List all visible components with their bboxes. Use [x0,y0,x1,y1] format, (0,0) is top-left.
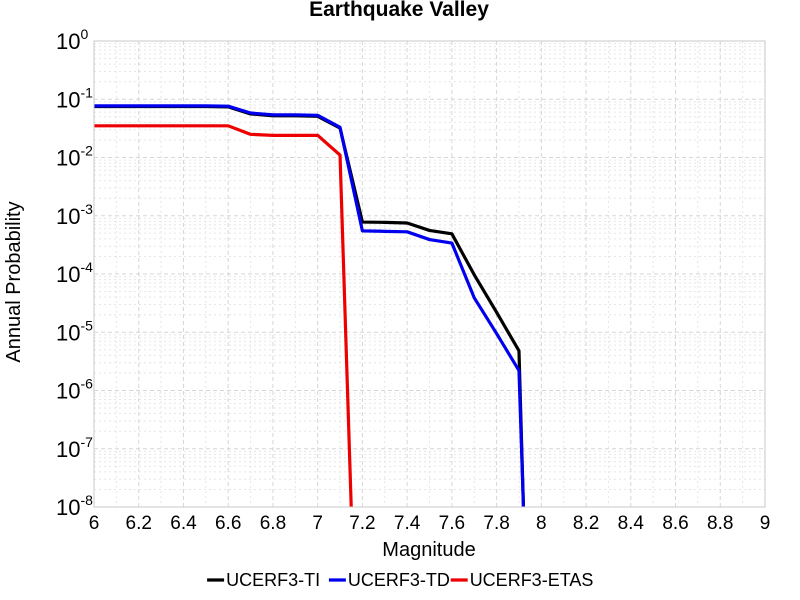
x-tick-label: 6 [89,513,100,534]
chart-title: Earthquake Valley [309,0,489,21]
y-tick-label: 10-3 [56,201,93,229]
x-tick-label: 7.8 [483,513,509,534]
y-tick-base: 10 [56,437,80,462]
y-tick-label: 100 [56,26,88,54]
y-tick-label: 10-6 [56,376,93,404]
y-tick-label: 10-5 [56,317,93,345]
y-tick-exponent: -4 [80,259,93,275]
legend-label: UCERF3-TI [226,570,320,590]
series-line-ucerf3-etas [94,124,353,508]
plot-border [93,40,766,508]
y-tick-base: 10 [56,495,80,520]
x-tick-label: 6.2 [126,513,152,534]
y-tick-base: 10 [56,204,80,229]
y-tick-base: 10 [56,379,80,404]
plot-area [94,41,765,507]
y-tick-label: 10-7 [56,434,93,462]
series-lines [94,104,526,508]
y-tick-base: 10 [56,262,80,287]
y-tick-label: 10-2 [56,143,93,171]
y-tick-exponent: -7 [80,434,93,450]
x-tick-label: 7.6 [439,513,465,534]
legend: UCERF3-TI UCERF3-TD UCERF3-ETAS [207,570,593,590]
y-tick-exponent: -6 [80,376,93,392]
y-tick-exponent: -3 [80,201,93,217]
x-tick-label: 8.4 [618,513,645,534]
y-tick-base: 10 [56,87,80,112]
x-tick-label: 7.2 [349,513,375,534]
y-tick-exponent: -5 [80,317,93,333]
x-tick-label: 7.4 [394,513,421,534]
y-tick-exponent: 0 [80,26,88,42]
legend-label: UCERF3-ETAS [470,570,594,590]
x-tick-label: 8.8 [707,513,733,534]
y-tick-base: 10 [56,29,80,54]
x-tick-label: 8.2 [573,513,599,534]
x-tick-label: 6.6 [215,513,241,534]
y-tick-base: 10 [56,320,80,345]
y-tick-exponent: -8 [80,492,93,508]
y-tick-label: 10-4 [56,259,93,287]
x-axis-label: Magnitude [382,539,475,561]
x-tick-label: 6.8 [260,513,286,534]
y-axis-label: Annual Probability [3,201,25,362]
x-tick-label: 7 [312,513,323,534]
x-tick-label: 8.6 [662,513,688,534]
x-tick-label: 6.4 [170,513,197,534]
y-tick-exponent: -2 [80,143,93,159]
x-axis-ticks: 6 6.2 6.4 6.6 6.8 7 7.2 7.4 7.6 7.8 8 8.2 8.4 8.6 8.8 9 [89,513,771,534]
y-tick-label: 10-1 [56,84,93,112]
y-tick-base: 10 [56,146,80,171]
y-tick-label: 10-8 [56,492,93,520]
y-tick-exponent: -1 [80,84,93,100]
grid [93,41,766,508]
x-tick-label: 9 [760,513,771,534]
x-tick-label: 8 [536,513,547,534]
legend-label: UCERF3-TD [348,570,450,590]
series-line-ucerf3-td [94,104,526,508]
